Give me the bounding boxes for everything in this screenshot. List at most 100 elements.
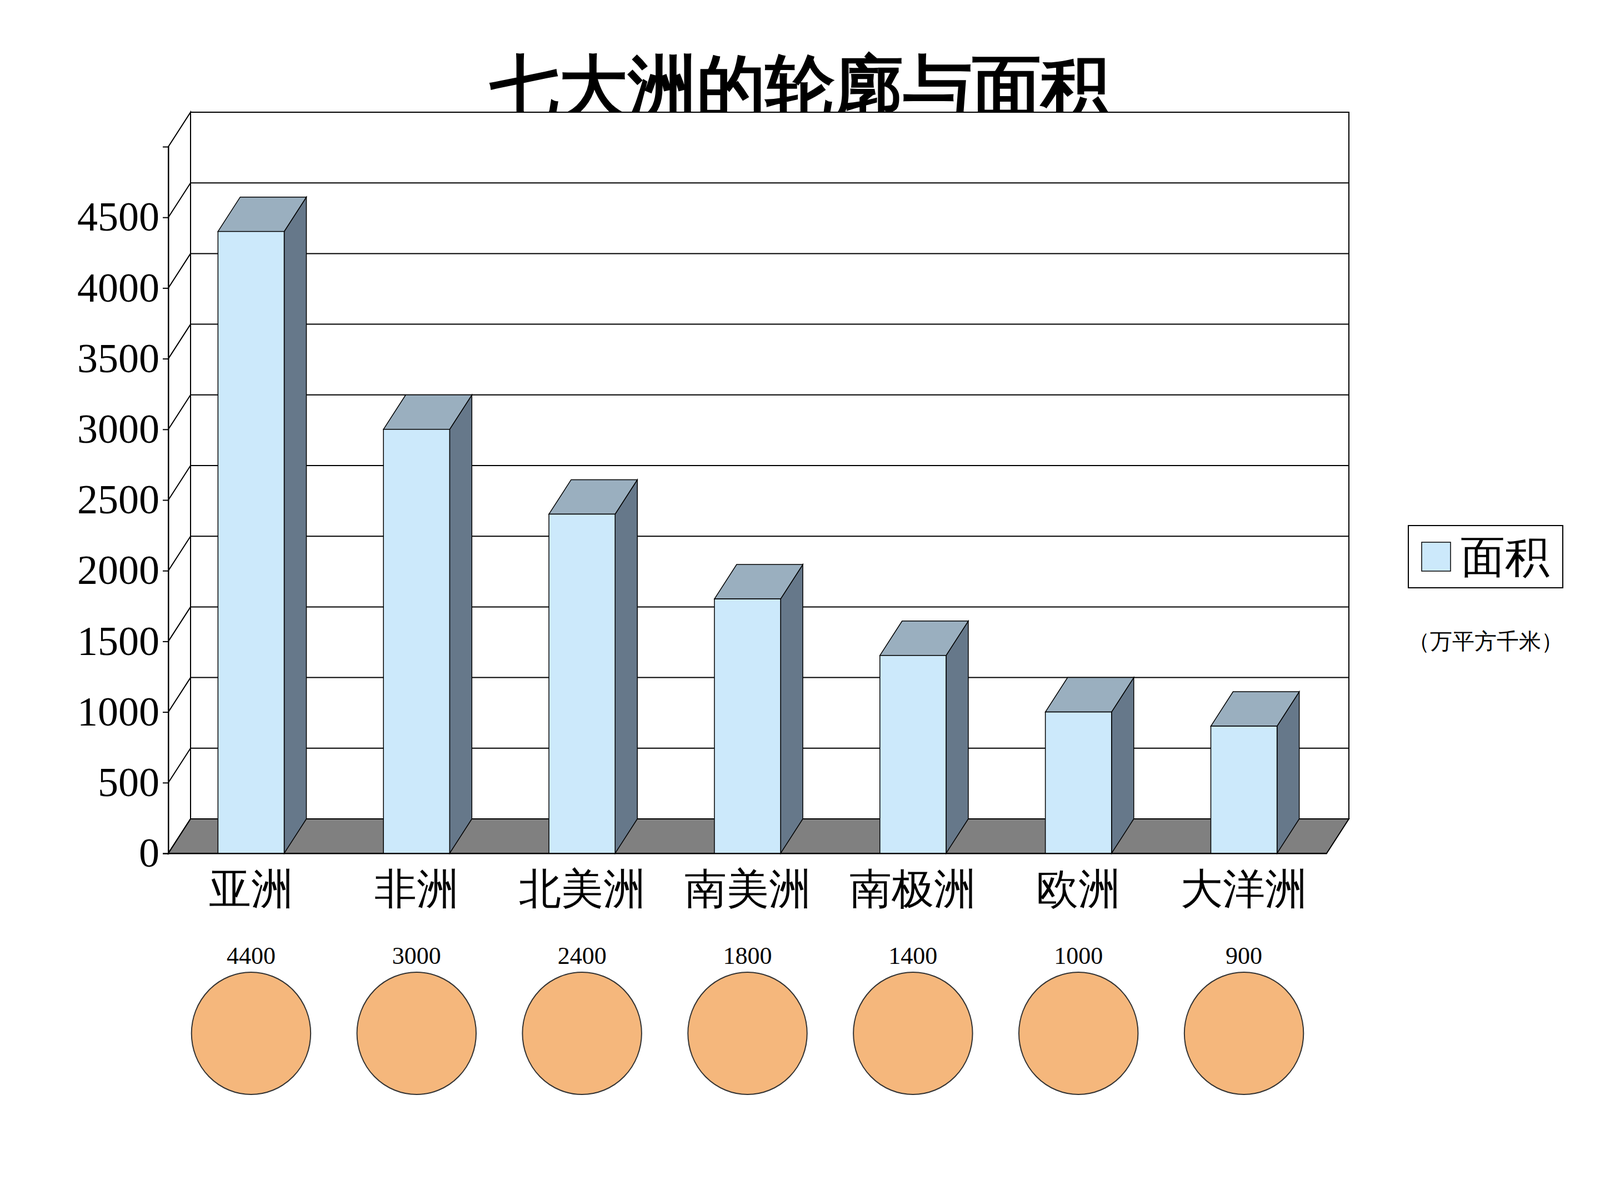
bar-side bbox=[946, 621, 969, 854]
y-tick: 2500 bbox=[77, 476, 169, 523]
grid-line-side bbox=[168, 253, 191, 288]
y-tick-mark bbox=[162, 641, 169, 643]
data-label: 1800 bbox=[723, 942, 773, 970]
data-label: 3000 bbox=[392, 942, 442, 970]
data-label: 1000 bbox=[1053, 942, 1103, 970]
grid-line-side bbox=[168, 324, 191, 359]
x-tick: 北美洲 bbox=[518, 853, 646, 913]
bar bbox=[217, 231, 284, 854]
bar-side bbox=[780, 564, 803, 854]
bar-side bbox=[284, 197, 307, 854]
chart: 七大洲的轮廓与面积0500100015002000250030003500400… bbox=[0, 0, 1600, 1200]
y-tick-mark bbox=[162, 287, 169, 289]
bar bbox=[1045, 712, 1112, 854]
y-axis-title: （万平方千米） bbox=[1407, 628, 1564, 654]
continent-shape bbox=[1184, 972, 1304, 1095]
y-tick-mark bbox=[162, 711, 169, 713]
x-tick: 欧洲 bbox=[1036, 853, 1121, 913]
grid-line-side bbox=[168, 395, 191, 430]
bar-top bbox=[383, 395, 472, 430]
y-tick: 4500 bbox=[77, 193, 169, 240]
legend: 面积 bbox=[1408, 525, 1563, 588]
y-tick-mark bbox=[162, 428, 169, 430]
x-tick-label: 南极洲 bbox=[849, 865, 977, 913]
bar bbox=[1211, 726, 1278, 854]
grid-line bbox=[190, 465, 1349, 467]
continent-shape bbox=[687, 972, 807, 1095]
y-tick-label: 2000 bbox=[77, 547, 160, 593]
grid-line-side bbox=[168, 677, 191, 713]
grid-line-side bbox=[168, 182, 191, 218]
map-row: 440030002400180014001000900 bbox=[191, 942, 1304, 1095]
y-tick-label: 2500 bbox=[77, 476, 160, 523]
y-tick: 4000 bbox=[77, 265, 169, 311]
bar-top bbox=[1045, 677, 1134, 713]
y-tick-mark bbox=[162, 782, 169, 784]
bar-3d bbox=[548, 479, 638, 854]
x-tick: 非洲 bbox=[374, 853, 459, 913]
bar bbox=[383, 429, 450, 854]
grid-line-side bbox=[168, 536, 191, 571]
bar bbox=[548, 513, 615, 854]
y-tick-mark bbox=[162, 570, 169, 572]
legend-swatch bbox=[1421, 542, 1451, 572]
continent-shape bbox=[191, 972, 311, 1095]
continent-shape bbox=[1018, 972, 1138, 1095]
continent-shape bbox=[853, 972, 973, 1095]
grid-line bbox=[190, 535, 1349, 537]
bar-3d bbox=[714, 564, 803, 854]
y-tick: 3500 bbox=[77, 335, 169, 382]
bar-top bbox=[714, 564, 803, 599]
continent-shape bbox=[357, 972, 477, 1095]
side-wall bbox=[168, 112, 191, 854]
grid-line bbox=[190, 252, 1349, 254]
grid-line-side bbox=[168, 465, 191, 500]
x-tick: 南美洲 bbox=[684, 853, 812, 913]
y-tick-label: 1500 bbox=[77, 618, 160, 664]
continent-shape bbox=[522, 972, 642, 1095]
y-tick-label: 0 bbox=[138, 830, 160, 876]
x-axis: 亚洲 非洲 北美洲南美洲南极洲 欧洲 大洋洲 bbox=[168, 853, 1328, 913]
data-label: 900 bbox=[1225, 942, 1263, 970]
y-axis-line bbox=[162, 147, 169, 854]
y-tick-label: 500 bbox=[97, 759, 160, 805]
x-tick: 南极洲 bbox=[849, 853, 977, 913]
y-tick-label: 4500 bbox=[77, 193, 160, 240]
grid-line-side bbox=[168, 748, 191, 783]
grid-line bbox=[190, 323, 1349, 325]
y-tick-mark bbox=[162, 500, 169, 502]
y-tick-label: 1000 bbox=[77, 688, 160, 735]
y-tick-mark bbox=[162, 853, 169, 855]
grid-line-side bbox=[168, 606, 191, 642]
data-label: 1400 bbox=[888, 942, 938, 970]
bar-3d bbox=[1045, 677, 1134, 854]
bar-top bbox=[1211, 691, 1300, 727]
x-tick: 亚洲 bbox=[208, 853, 294, 913]
x-tick-label: 南美洲 bbox=[684, 865, 812, 913]
y-tick-label: 3000 bbox=[77, 406, 160, 452]
data-label: 4400 bbox=[226, 942, 276, 970]
x-axis-line bbox=[168, 853, 1328, 855]
y-tick-label: 3500 bbox=[77, 335, 160, 382]
bar bbox=[880, 655, 947, 854]
bar-3d bbox=[880, 621, 969, 854]
y-tick: 0 bbox=[138, 830, 169, 876]
y-tick-mark bbox=[162, 217, 169, 219]
x-tick-label: 北美洲 bbox=[518, 865, 646, 913]
legend-box bbox=[1408, 525, 1563, 588]
bar-side bbox=[449, 395, 472, 854]
bar-side bbox=[615, 479, 638, 854]
y-tick-label: 4000 bbox=[77, 265, 160, 311]
y-axis: 0 500 1000 1500 2000 2500 3000 3500 4000 4500 bbox=[77, 147, 169, 877]
bar-3d bbox=[383, 395, 472, 854]
x-tick-label: 欧洲 bbox=[1036, 865, 1121, 913]
bar bbox=[714, 598, 781, 854]
bar-3d bbox=[1211, 691, 1300, 854]
bar-top bbox=[217, 197, 307, 232]
y-tick: 500 bbox=[97, 759, 169, 805]
y-tick: 1500 bbox=[77, 618, 169, 664]
bar-3d bbox=[217, 197, 307, 854]
x-tick: 大洋洲 bbox=[1180, 853, 1308, 913]
bars bbox=[217, 197, 1299, 854]
legend-label: 面积 bbox=[1460, 532, 1550, 582]
